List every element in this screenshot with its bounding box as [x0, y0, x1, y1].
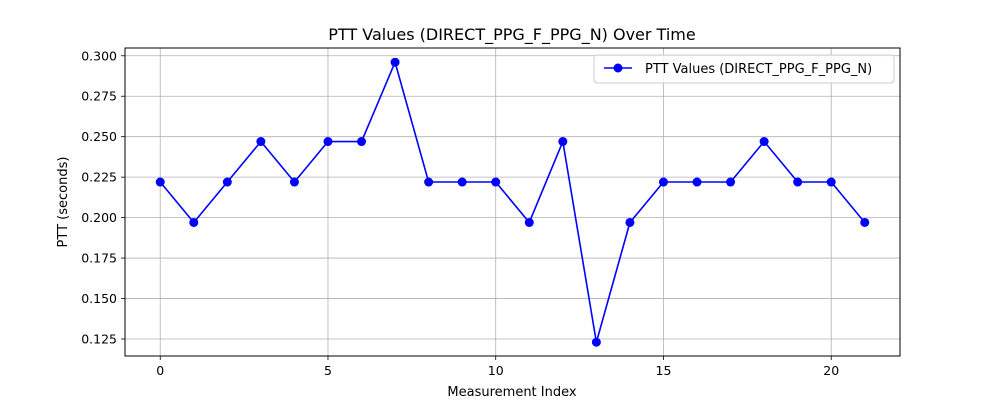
- y-tick-label: 0.275: [81, 89, 117, 104]
- y-tick-label: 0.150: [81, 291, 117, 306]
- y-tick-label: 0.225: [81, 170, 117, 185]
- data-point: [390, 57, 400, 67]
- y-tick-label: 0.200: [81, 210, 117, 225]
- series-layer: [155, 57, 870, 347]
- data-point: [289, 177, 299, 187]
- y-tick-label: 0.125: [81, 332, 117, 347]
- data-point: [491, 177, 501, 187]
- data-point: [625, 217, 635, 227]
- x-tick-label: 10: [488, 363, 504, 378]
- data-point: [155, 177, 165, 187]
- x-tick-label: 0: [156, 363, 164, 378]
- series-line: [159, 61, 866, 344]
- x-tick-label: 15: [656, 363, 672, 378]
- x-tick-label: 20: [823, 363, 839, 378]
- data-point: [726, 177, 736, 187]
- data-point: [256, 137, 266, 147]
- x-axis-label: Measurement Index: [447, 385, 576, 400]
- data-point: [860, 217, 870, 227]
- y-axis-label: PTT (seconds): [56, 157, 71, 248]
- legend-label: PTT Values (DIRECT_PPG_F_PPG_N): [645, 62, 872, 77]
- data-point: [558, 137, 568, 147]
- data-point: [189, 217, 199, 227]
- x-tick-label: 5: [324, 363, 332, 378]
- y-tick-label: 0.250: [81, 129, 117, 144]
- data-point: [424, 177, 434, 187]
- data-point: [658, 177, 668, 187]
- y-tick-label: 0.175: [81, 251, 117, 266]
- plot-area-frame: [124, 47, 901, 357]
- y-axis: 0.125 0.150 0.175 0.200 0.225 0.250 0.275 0.300: [81, 48, 125, 347]
- legend-box: [593, 54, 895, 84]
- chart-title: PTT Values (DIRECT_PPG_F_PPG_N) Over Tim…: [328, 25, 695, 45]
- data-point: [692, 177, 702, 187]
- data-point: [222, 177, 232, 187]
- y-tick-label: 0.300: [81, 48, 117, 63]
- data-point: [524, 217, 534, 227]
- legend: PTT Values (DIRECT_PPG_F_PPG_N): [593, 54, 895, 84]
- data-point: [323, 137, 333, 147]
- x-axis: 0 5 10 15 20: [156, 356, 839, 378]
- data-point: [793, 177, 803, 187]
- legend-marker-swatch: [613, 63, 623, 73]
- data-point: [826, 177, 836, 187]
- data-point: [457, 177, 467, 187]
- data-point: [591, 337, 601, 347]
- data-point: [357, 137, 367, 147]
- data-point: [759, 137, 769, 147]
